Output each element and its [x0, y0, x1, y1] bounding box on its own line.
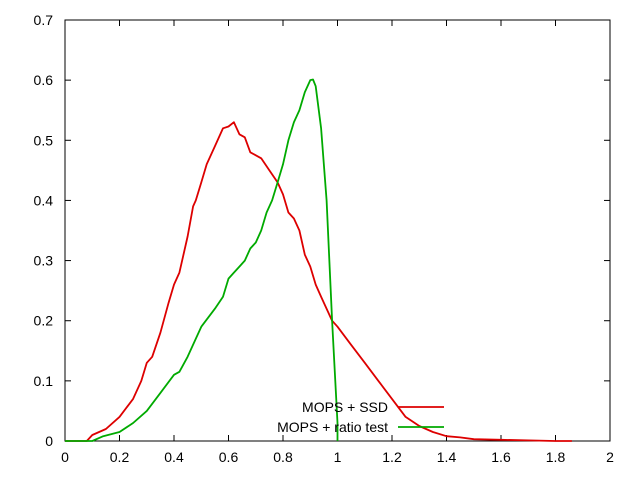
x-tick-label: 1.4 — [437, 449, 457, 465]
y-tick-label: 0.7 — [34, 12, 54, 28]
series-line-2 — [65, 78, 339, 442]
series-line-1 — [65, 121, 572, 442]
x-tick-label: 0.4 — [164, 449, 184, 465]
y-tick-label: 0 — [45, 433, 53, 449]
x-tick-label: 0.6 — [219, 449, 239, 465]
y-tick-label: 0.4 — [34, 192, 54, 208]
legend-label: MOPS + ratio test — [277, 419, 388, 435]
x-tick-label: 0.2 — [110, 449, 130, 465]
x-tick-label: 0 — [61, 449, 69, 465]
legend: MOPS + SSD MOPS + ratio test — [277, 399, 444, 435]
x-tick-label: 2 — [606, 449, 614, 465]
legend-label: MOPS + SSD — [302, 399, 388, 415]
x-tick-label: 1 — [334, 449, 342, 465]
x-tick-label: 1.2 — [382, 449, 402, 465]
y-tick-label: 0.1 — [34, 373, 54, 389]
axis-tick-labels: 0 0.2 0.4 0.6 0.8 1 1.2 1.4 1.6 1.8 2 0 0.1 0.2 0.3 0.4… — [34, 12, 615, 465]
series-layer — [65, 78, 572, 442]
x-tick-label: 1.8 — [546, 449, 566, 465]
y-tick-label: 0.3 — [34, 253, 54, 269]
y-tick-label: 0.2 — [34, 313, 54, 329]
y-tick-label: 0.6 — [34, 72, 54, 88]
x-tick-label: 0.8 — [273, 449, 293, 465]
axis-ticks — [64, 19, 611, 442]
x-tick-label: 1.6 — [491, 449, 511, 465]
y-tick-label: 0.5 — [34, 132, 54, 148]
